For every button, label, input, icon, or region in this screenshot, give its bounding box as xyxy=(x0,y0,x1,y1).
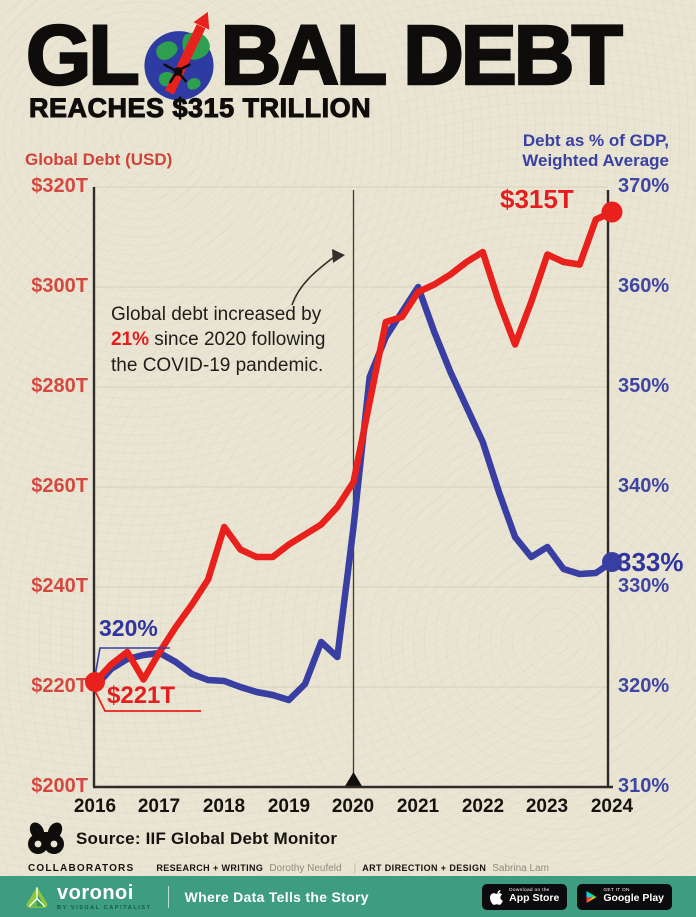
gdp-line xyxy=(91,283,616,704)
end-dot-gdp xyxy=(602,552,622,572)
footer-divider xyxy=(167,885,169,908)
title-text-post: BAL DEBT xyxy=(219,8,624,103)
x-tick-2021: 2021 xyxy=(396,796,440,817)
right-tick-340: 340% xyxy=(618,475,670,497)
page-subtitle: REACHES $315 TRILLION xyxy=(28,93,372,124)
voronoi-logo[interactable]: voronoi BY VISUAL CAPITALIST xyxy=(24,883,152,911)
collab-role-design: ART DIRECTION + DESIGN xyxy=(362,863,487,873)
app-store-line1: Download on the xyxy=(509,888,550,894)
app-store-line2: App Store xyxy=(509,892,560,905)
left-tick-200t: $200T xyxy=(31,775,88,797)
globe-arrow-icon xyxy=(144,11,214,101)
annotation-line2: since 2020 following xyxy=(149,329,326,351)
debt-line xyxy=(91,208,616,686)
collaborators-row: COLLABORATORS RESEARCH + WRITING Dorothy… xyxy=(28,863,555,874)
collab-separator: | xyxy=(353,863,357,874)
left-tick-260t: $260T xyxy=(31,475,88,497)
voronoi-byline: BY VISUAL CAPITALIST xyxy=(57,904,152,911)
title-text-pre: GL xyxy=(25,8,141,103)
page-title: GL BAL DEBT xyxy=(25,8,624,104)
annotation-line3: the COVID-19 pandemic. xyxy=(111,354,324,376)
annotation-line1: Global debt increased by xyxy=(111,304,322,325)
left-tick-300t: $300T xyxy=(31,275,88,297)
right-axis-title-line2: Weighted Average xyxy=(522,151,669,171)
left-tick-240t: $240T xyxy=(31,575,88,597)
x-tick-2022: 2022 xyxy=(461,796,505,817)
app-store-badge[interactable]: Download on the App Store xyxy=(482,883,568,910)
covid-annotation: Global debt increased by 21% since 2020 … xyxy=(111,302,379,378)
debt-start-leader xyxy=(94,690,201,712)
apple-icon xyxy=(490,889,504,905)
collab-role-writing: RESEARCH + WRITING xyxy=(156,863,264,873)
footer-bar: voronoi BY VISUAL CAPITALIST Where Data … xyxy=(0,876,696,917)
x-tick-2016: 2016 xyxy=(73,796,117,817)
source-text: Source: IIF Global Debt Monitor xyxy=(76,829,338,848)
left-tick-320t: $320T xyxy=(31,175,88,197)
voronoi-wordmark: voronoi xyxy=(57,881,134,904)
right-tick-350: 350% xyxy=(618,375,670,397)
voronoi-mark-icon xyxy=(26,886,48,908)
x-tick-2024: 2024 xyxy=(590,796,634,817)
right-tick-320: 320% xyxy=(618,675,670,697)
right-tick-360: 360% xyxy=(618,275,670,297)
source-row: Source: IIF Global Debt Monitor xyxy=(26,820,337,858)
right-axis-title: Debt as % of GDP, Weighted Average xyxy=(522,131,669,171)
x-tick-2018: 2018 xyxy=(202,796,246,817)
annotation-highlight: 21% xyxy=(111,329,150,351)
end-dot-debt xyxy=(601,201,623,223)
google-play-line2: Google Play xyxy=(603,892,664,905)
binoculars-icon xyxy=(28,822,64,854)
left-axis-title: Global Debt (USD) xyxy=(25,150,173,169)
debt-end-label: $315T xyxy=(500,184,574,214)
gdp-start-leader xyxy=(93,647,170,683)
x-tick-2019: 2019 xyxy=(267,796,311,817)
annotation-arrow xyxy=(291,256,335,306)
footer-tagline: Where Data Tells the Story xyxy=(184,888,369,905)
start-dot-debt xyxy=(85,672,105,692)
collab-name-writing: Dorothy Neufeld xyxy=(269,863,342,874)
google-play-badge[interactable]: GET IT ON Google Play xyxy=(577,883,672,910)
right-axis-title-line1: Debt as % of GDP, xyxy=(522,131,669,150)
x-tick-2020: 2020 xyxy=(331,796,375,817)
right-tick-310: 310% xyxy=(618,775,670,797)
gdp-end-label: 333% xyxy=(617,547,684,577)
gdp-start-label: 320% xyxy=(99,615,158,641)
right-tick-370: 370% xyxy=(618,175,670,197)
x-tick-2023: 2023 xyxy=(525,796,569,817)
google-play-line1: GET IT ON xyxy=(603,888,630,894)
collab-name-design: Sabrina Lam xyxy=(492,863,549,874)
left-tick-280t: $280T xyxy=(31,375,88,397)
event-marker-triangle xyxy=(344,772,363,787)
left-tick-220t: $220T xyxy=(31,675,88,697)
collaborators-title: COLLABORATORS xyxy=(28,863,135,874)
debt-start-label: $221T xyxy=(107,682,176,709)
x-tick-2017: 2017 xyxy=(137,796,181,817)
annotation-arrowhead xyxy=(332,249,345,263)
google-play-icon xyxy=(586,890,597,903)
right-tick-330: 330% xyxy=(618,575,670,597)
